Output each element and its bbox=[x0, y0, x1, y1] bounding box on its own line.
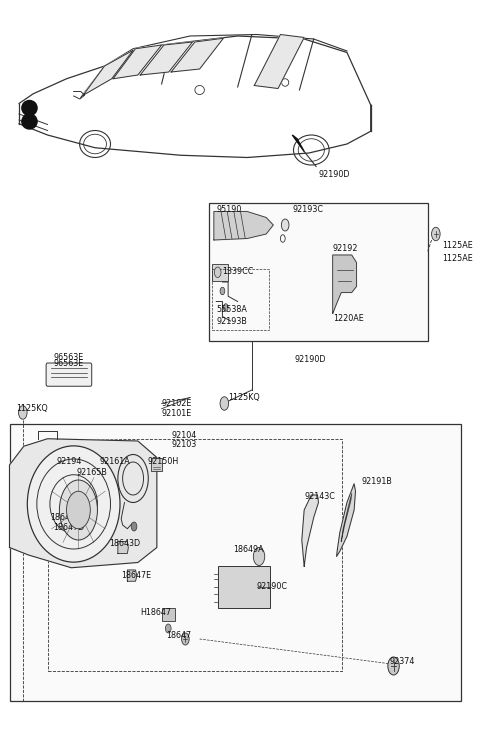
Circle shape bbox=[281, 219, 289, 231]
Text: 92374: 92374 bbox=[390, 657, 415, 666]
Text: 92150H: 92150H bbox=[147, 457, 179, 466]
Text: 92192: 92192 bbox=[333, 244, 358, 254]
Text: 18643A1: 18643A1 bbox=[50, 513, 85, 522]
Polygon shape bbox=[341, 494, 352, 542]
Text: 18647D: 18647D bbox=[53, 524, 84, 532]
Circle shape bbox=[220, 287, 225, 295]
Text: 1339CC: 1339CC bbox=[222, 267, 254, 276]
Circle shape bbox=[215, 267, 221, 278]
Bar bbox=[213, 264, 228, 280]
Bar bbox=[213, 268, 269, 330]
Circle shape bbox=[67, 491, 90, 529]
Bar bbox=[218, 566, 270, 608]
Text: 1125AE: 1125AE bbox=[442, 254, 473, 263]
Polygon shape bbox=[302, 495, 318, 566]
Bar bbox=[48, 439, 342, 671]
Circle shape bbox=[220, 397, 228, 410]
Text: 1125KQ: 1125KQ bbox=[17, 404, 48, 413]
Text: 18643D: 18643D bbox=[109, 539, 141, 548]
Polygon shape bbox=[127, 570, 137, 581]
Polygon shape bbox=[10, 439, 157, 568]
Polygon shape bbox=[292, 135, 304, 152]
Text: 92190D: 92190D bbox=[295, 356, 326, 364]
Bar bbox=[76, 520, 89, 534]
Polygon shape bbox=[118, 542, 128, 554]
Text: 92190D: 92190D bbox=[318, 170, 350, 179]
Text: 18649A: 18649A bbox=[233, 544, 264, 554]
Polygon shape bbox=[83, 50, 133, 95]
Text: 92193B: 92193B bbox=[216, 316, 247, 326]
Text: 92165B: 92165B bbox=[76, 468, 107, 477]
Circle shape bbox=[60, 480, 97, 540]
Polygon shape bbox=[113, 45, 162, 79]
Polygon shape bbox=[333, 255, 357, 314]
Text: 92102E: 92102E bbox=[162, 399, 192, 408]
Bar bbox=[10, 424, 461, 701]
Circle shape bbox=[223, 304, 228, 311]
Text: 1220AE: 1220AE bbox=[333, 314, 363, 323]
Text: 96563E: 96563E bbox=[54, 352, 84, 362]
Bar bbox=[151, 458, 162, 471]
Text: 96563E: 96563E bbox=[54, 359, 84, 368]
Circle shape bbox=[131, 522, 137, 531]
Polygon shape bbox=[171, 38, 223, 72]
Ellipse shape bbox=[22, 114, 37, 129]
Polygon shape bbox=[336, 484, 356, 556]
Text: 95190: 95190 bbox=[216, 206, 241, 214]
Bar bbox=[209, 202, 428, 341]
Text: 92104: 92104 bbox=[171, 430, 196, 439]
Text: 92191B: 92191B bbox=[361, 477, 392, 486]
Text: 92143C: 92143C bbox=[304, 492, 335, 501]
Ellipse shape bbox=[27, 446, 120, 562]
Polygon shape bbox=[140, 42, 192, 75]
Circle shape bbox=[19, 406, 27, 419]
Text: H18647: H18647 bbox=[140, 608, 171, 617]
Text: 92193C: 92193C bbox=[292, 206, 324, 214]
Text: 92101E: 92101E bbox=[162, 410, 192, 419]
Text: 1125KQ: 1125KQ bbox=[228, 393, 260, 402]
Text: 92194: 92194 bbox=[56, 457, 82, 466]
Circle shape bbox=[253, 548, 265, 566]
Ellipse shape bbox=[22, 100, 37, 116]
Text: 92190C: 92190C bbox=[257, 582, 288, 591]
Circle shape bbox=[432, 227, 440, 241]
Text: 92161A: 92161A bbox=[100, 457, 131, 466]
Text: 18647E: 18647E bbox=[121, 572, 151, 580]
Text: 55538A: 55538A bbox=[216, 304, 247, 313]
Circle shape bbox=[388, 657, 399, 675]
Text: 92103: 92103 bbox=[171, 440, 196, 449]
Text: 18647: 18647 bbox=[167, 631, 192, 640]
Polygon shape bbox=[254, 34, 304, 88]
Text: 1125AE: 1125AE bbox=[442, 242, 473, 250]
Polygon shape bbox=[214, 211, 273, 240]
Circle shape bbox=[166, 624, 171, 633]
Circle shape bbox=[181, 633, 189, 645]
FancyBboxPatch shape bbox=[46, 363, 92, 386]
Bar bbox=[162, 608, 175, 621]
